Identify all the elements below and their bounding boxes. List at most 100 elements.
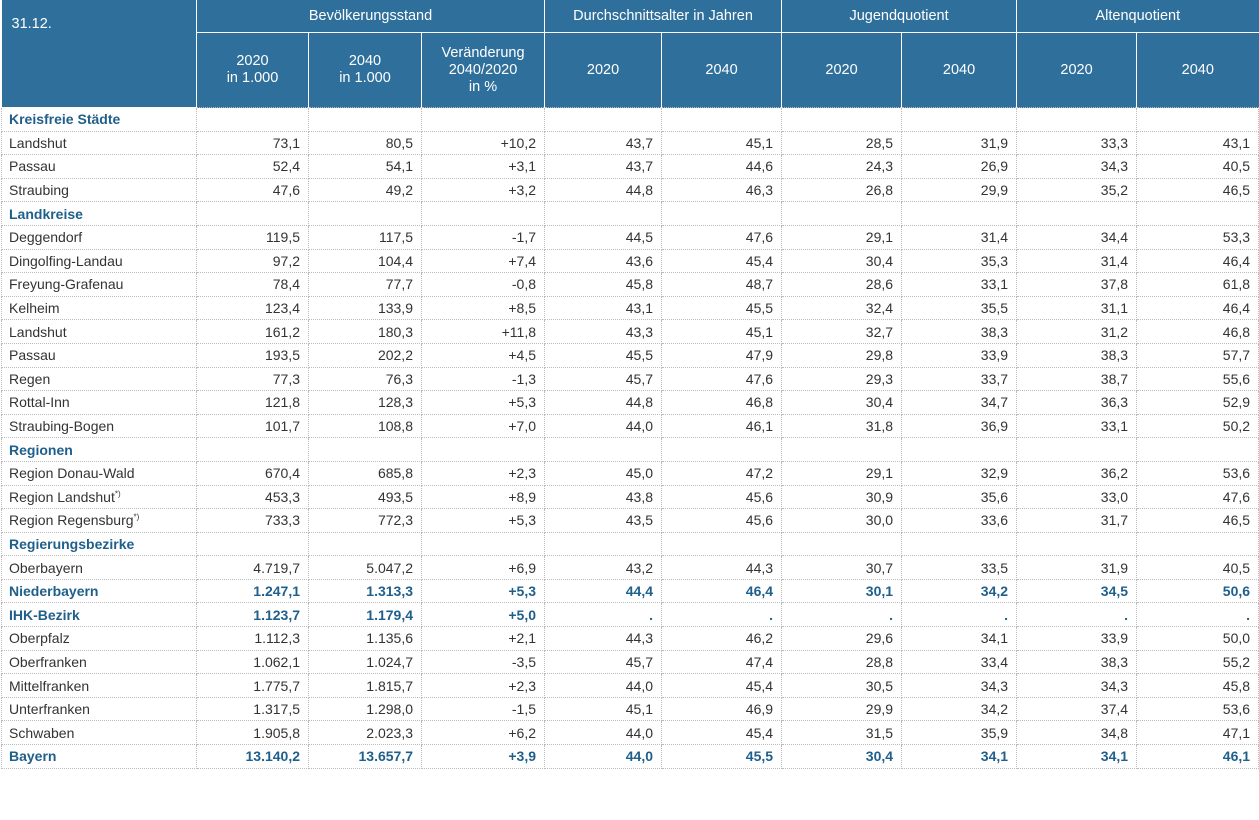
cell-value: 47,2 — [745, 465, 774, 482]
cell-value: 45,1 — [745, 323, 774, 340]
cell: 1.247,1 — [196, 578, 309, 604]
cell: 43,8 — [544, 484, 663, 510]
cell-value: 202,2 — [377, 347, 413, 364]
cell-value: 453,3 — [264, 488, 300, 505]
cell: 30,4 — [781, 248, 903, 274]
cell-value: 123,4 — [264, 300, 300, 317]
cell: 34,2 — [901, 696, 1018, 722]
cell — [544, 107, 663, 132]
cell-value: 1.112,3 — [254, 630, 300, 647]
cell-value: 44,0 — [625, 724, 654, 741]
cell-value: 46,4 — [1222, 252, 1251, 269]
cell: 30,1 — [781, 578, 903, 604]
cell: 31,4 — [1016, 248, 1138, 274]
data-row: Landshut 161,2 180,3 +11,8 43,3 45,1 32,7 38,3 3… — [1, 319, 1259, 344]
cell-value: 53,3 — [1222, 229, 1251, 246]
cell — [308, 201, 422, 226]
cell: +3,2 — [420, 177, 546, 203]
cell-value: 46,8 — [1222, 323, 1251, 340]
cell-value: 49,2 — [385, 182, 413, 199]
cell: 34,4 — [1016, 224, 1138, 250]
cell: 46,1 — [661, 413, 783, 439]
cell-value: 44,4 — [625, 583, 654, 600]
cell — [308, 107, 422, 132]
cell-value: 34,8 — [1100, 724, 1129, 741]
cell: +5,0 — [420, 602, 546, 628]
cell-value: 36,2 — [1100, 465, 1129, 482]
cell-value: 119,5 — [266, 229, 300, 246]
cell: -1,3 — [420, 366, 546, 392]
cell — [1136, 437, 1259, 462]
cell: 453,3 — [196, 484, 309, 510]
cell: 29,9 — [901, 177, 1018, 203]
cell: 44,3 — [544, 626, 663, 651]
cell: . — [781, 602, 903, 628]
cell: 1.024,7 — [308, 649, 422, 675]
cell-value: 4.719,7 — [253, 559, 300, 576]
cell: 46,5 — [1136, 508, 1259, 533]
row-label-text: Bayern — [9, 748, 57, 765]
cell-value: 772,3 — [377, 512, 413, 529]
cell: 44,8 — [544, 390, 663, 415]
cell: 1.112,3 — [196, 626, 309, 651]
cell-value: +3,9 — [508, 748, 537, 765]
cell-value: 33,1 — [980, 276, 1009, 293]
cell: 34,3 — [1016, 154, 1138, 179]
cell: 54,1 — [308, 154, 422, 179]
group-label: Durchschnittsalter in Jahren — [573, 8, 753, 24]
cell: 46,3 — [661, 177, 783, 203]
cell-value: 33,5 — [980, 559, 1009, 576]
cell: 36,3 — [1016, 390, 1138, 415]
row-label: Kreisfreie Städte — [1, 107, 197, 132]
cell-value: 101,7 — [264, 418, 300, 435]
cell-value: 1.815,7 — [366, 677, 413, 694]
column-header: 2040 in 1.000 — [308, 32, 422, 108]
column-header-line: 2040 — [705, 61, 738, 78]
cell: 45,5 — [661, 744, 783, 769]
cell-value: 34,3 — [980, 677, 1009, 694]
cell-value: 36,9 — [980, 418, 1009, 435]
cell-value: +2,1 — [508, 630, 537, 647]
cell: 45,5 — [661, 295, 783, 321]
cell: 29,6 — [781, 626, 903, 651]
cell: 193,5 — [196, 342, 309, 368]
cell: 45,1 — [661, 319, 783, 344]
row-label-text: Passau — [9, 158, 56, 175]
cell: +2,3 — [420, 673, 546, 698]
section-row: Regierungsbezirke — [1, 531, 1259, 557]
cell: . — [1016, 602, 1138, 628]
data-row: Oberpfalz 1.112,3 1.135,6 +2,1 44,3 46,2 29,6 3… — [1, 626, 1259, 651]
cell-value: 117,5 — [379, 229, 413, 246]
cell-value: 45,5 — [745, 300, 774, 317]
row-label: Region Donau-Wald — [1, 460, 197, 486]
cell-value: 26,8 — [865, 182, 894, 199]
cell: 35,6 — [901, 484, 1018, 510]
cell: 26,9 — [901, 154, 1018, 179]
cell-value: 35,2 — [1100, 182, 1129, 199]
cell-value: 28,8 — [865, 653, 894, 670]
cell: 33,0 — [1016, 484, 1138, 510]
cell-value: +8,5 — [508, 300, 537, 317]
cell-value: 30,1 — [865, 583, 894, 600]
row-label: Kelheim — [1, 295, 197, 321]
cell — [661, 107, 783, 132]
cell: 50,0 — [1136, 626, 1259, 651]
cell: 29,8 — [781, 342, 903, 368]
column-header-line: in 1.000 — [339, 70, 391, 86]
cell-value: 33,6 — [980, 512, 1009, 529]
cell-value: 31,7 — [1100, 512, 1129, 529]
row-label: Oberfranken — [1, 649, 197, 675]
cell — [544, 531, 663, 557]
cell-value: 44,0 — [625, 677, 654, 694]
row-label-text: Freyung-Grafenau — [9, 276, 124, 293]
row-label: Oberbayern — [1, 555, 197, 580]
row-label: Landshut — [1, 130, 197, 156]
row-label-text: Region Donau-Wald — [9, 465, 135, 482]
cell: 28,5 — [781, 130, 903, 156]
cell-value: 43,7 — [625, 158, 654, 175]
cell-value: 5.047,2 — [366, 559, 413, 576]
cell-value: 30,5 — [865, 677, 894, 694]
cell-value: 40,5 — [1222, 559, 1251, 576]
cell: 128,3 — [308, 390, 422, 415]
